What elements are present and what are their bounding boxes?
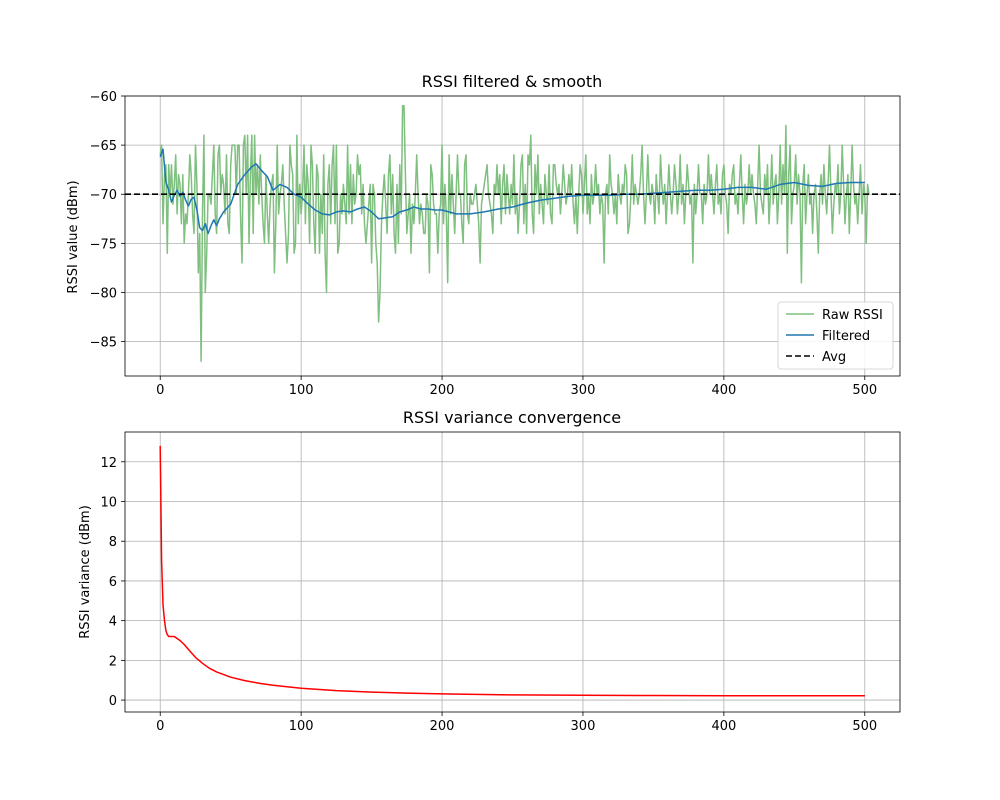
chart-variance-ytick-label: 0	[109, 694, 117, 709]
chart-variance-ytick-label: 8	[109, 535, 117, 550]
chart-rssi-xtick-label: 0	[156, 383, 164, 398]
chart-rssi-ytick-label: −65	[90, 139, 117, 154]
chart-rssi-xtick-label: 300	[571, 383, 596, 398]
chart-variance-xtick-label: 300	[571, 719, 596, 734]
chart-variance-series-variance	[159, 445, 865, 697]
legend-label-filtered: Filtered	[822, 329, 870, 344]
chart-variance-ytick-label: 2	[109, 654, 117, 669]
chart-rssi-series-raw-rssi	[159, 105, 870, 363]
chart-rssi-ytick-label: −75	[90, 237, 117, 252]
chart-rssi-xtick-label: 400	[711, 383, 736, 398]
chart-variance-series	[159, 445, 865, 697]
legend-label-avg: Avg	[822, 350, 846, 365]
chart-variance-ytick-label: 12	[100, 456, 117, 471]
chart-variance-grid	[125, 432, 900, 712]
chart-rssi-xtick-label: 200	[430, 383, 455, 398]
chart-rssi-ytick-label: −80	[90, 286, 117, 301]
chart-rssi-title: RSSI filtered & smooth	[422, 72, 603, 91]
chart-variance-ylabel: RSSI variance (dBm)	[78, 505, 93, 639]
chart-variance-xtick-label: 500	[852, 719, 877, 734]
chart-variance-ytick-label: 10	[100, 496, 117, 511]
chart-rssi-ylabel: RSSI value (dBm)	[66, 180, 81, 293]
chart-variance-ytick-label: 4	[109, 615, 117, 630]
chart-rssi-xtick-label: 500	[852, 383, 877, 398]
chart-rssi-series	[125, 105, 900, 363]
chart-variance-xtick-label: 100	[289, 719, 314, 734]
chart-rssi-ytick-label: −85	[90, 336, 117, 351]
chart-rssi-legend: Raw RSSI Filtered Avg	[777, 301, 894, 370]
chart-variance-xtick-label: 0	[156, 719, 164, 734]
chart-variance-xtick-label: 400	[711, 719, 736, 734]
chart-variance-xtick-label: 200	[430, 719, 455, 734]
chart-variance-title: RSSI variance convergence	[403, 408, 621, 427]
legend-frame	[777, 301, 894, 370]
chart-variance-ytick-label: 6	[109, 575, 117, 590]
legend-label-raw-rssi: Raw RSSI	[822, 308, 883, 323]
chart-rssi-series-filtered	[159, 148, 865, 235]
chart-rssi-ticks: 0 100 200 300 400 500 −85 −80 −75 −70 −65 −60	[90, 90, 878, 398]
chart-rssi-ytick-label: −60	[90, 90, 117, 105]
chart-rssi-axes-frame	[124, 95, 901, 377]
chart-variance-axes-frame	[124, 431, 901, 713]
chart-rssi-xtick-label: 100	[289, 383, 314, 398]
chart-variance-ticks: 0 100 200 300 400 500 0 2 4 6 8 10 12	[100, 456, 877, 734]
chart-variance: RSSI variance convergence RSSI variance …	[78, 408, 901, 734]
chart-rssi-ytick-label: −70	[90, 188, 117, 203]
chart-rssi: RSSI filtered & smooth RSSI value (dBm) …	[66, 72, 901, 398]
